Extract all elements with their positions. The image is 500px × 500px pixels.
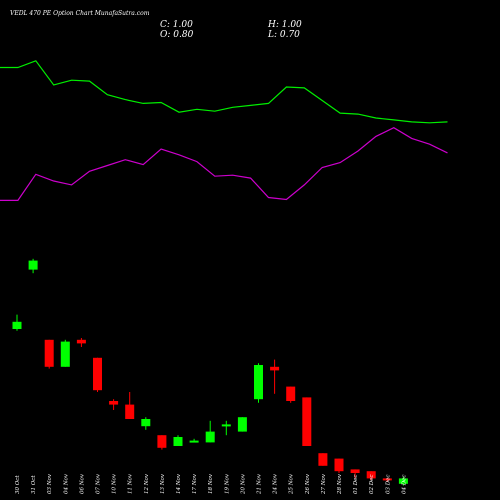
candle <box>189 438 199 443</box>
x-tick-label: 21 Nov <box>257 473 263 495</box>
x-tick-label: 11 Nov <box>128 473 134 494</box>
x-tick-label: 17 Nov <box>192 473 198 494</box>
indicator-lines <box>0 60 448 201</box>
x-tick-label: 25 Nov <box>289 473 295 495</box>
candle <box>350 469 360 479</box>
candle <box>221 420 231 436</box>
candle-body <box>334 458 344 472</box>
x-tick-label: 19 Nov <box>224 473 230 494</box>
candle <box>44 339 54 369</box>
candle <box>109 399 119 410</box>
x-tick-label: 14 Nov <box>176 473 182 494</box>
candle <box>334 458 344 473</box>
green-line <box>0 60 448 124</box>
candle <box>76 338 86 347</box>
candle <box>28 258 38 274</box>
x-tick-label: 01 Dec <box>353 475 359 495</box>
x-tick-label: 20 Nov <box>240 473 246 495</box>
candle <box>237 417 247 432</box>
x-tick-label: 04 Dec <box>401 475 407 495</box>
candle <box>270 359 280 394</box>
x-axis-ticks: 30 Oct 31 Oct 03 Nov 04 Nov 06 Nov 07 Nov 10 N… <box>15 473 407 495</box>
candle-body <box>109 401 119 405</box>
candle-body <box>44 339 54 367</box>
candle <box>398 476 408 486</box>
candle-body <box>93 357 102 391</box>
candle-body <box>141 419 151 427</box>
candle-body <box>189 440 199 443</box>
x-tick-label: 12 Nov <box>144 473 150 494</box>
candle-body <box>76 339 86 344</box>
candle-body <box>398 478 408 484</box>
candle-body <box>60 341 70 367</box>
candle-body <box>366 471 376 479</box>
open-value: O: 0.80 <box>160 30 194 40</box>
candle-body <box>205 431 215 443</box>
candle-body <box>221 424 231 427</box>
x-tick-label: 13 Nov <box>160 473 166 494</box>
candle <box>60 339 70 367</box>
candle-body <box>173 437 183 446</box>
close-value: C: 1.00 <box>160 20 193 30</box>
candle-body <box>254 365 263 400</box>
candle-body <box>318 453 328 466</box>
x-tick-label: 26 Nov <box>305 473 311 495</box>
candle <box>382 478 392 482</box>
x-tick-label: 02 Dec <box>369 475 375 495</box>
candle-body <box>302 397 312 446</box>
candle-body <box>237 417 247 432</box>
candle <box>93 357 102 392</box>
x-tick-label: 24 Nov <box>273 473 279 495</box>
candle <box>125 392 135 419</box>
candle-body <box>286 386 296 401</box>
x-tick-label: 28 Nov <box>337 473 343 495</box>
candle-body <box>12 321 22 329</box>
x-tick-label: 10 Nov <box>112 473 118 494</box>
candle <box>173 435 183 446</box>
candle <box>286 386 296 403</box>
candle <box>302 397 312 446</box>
x-tick-label: 03 Nov <box>47 473 53 494</box>
candle <box>157 435 167 450</box>
candle-body <box>125 404 135 419</box>
candle <box>254 363 263 403</box>
candle <box>366 471 376 481</box>
candle-body <box>28 260 38 270</box>
candle <box>12 314 22 331</box>
x-tick-label: 30 Oct <box>15 475 21 494</box>
candle-body <box>270 366 280 371</box>
x-tick-label: 18 Nov <box>208 473 214 494</box>
candle-body <box>350 469 360 473</box>
x-tick-label: 27 Nov <box>321 473 327 495</box>
magenta-line <box>0 127 448 201</box>
x-tick-label: 07 Nov <box>96 473 102 494</box>
x-tick-label: 04 Nov <box>63 473 69 494</box>
low-value: L: 0.70 <box>267 30 300 40</box>
candle-body <box>157 435 167 448</box>
high-value: H: 1.00 <box>267 20 302 30</box>
x-tick-label: 31 Oct <box>31 475 37 494</box>
candle <box>141 417 151 430</box>
x-tick-label: 06 Nov <box>79 473 85 494</box>
chart-title: VEDL 470 PE Option Chart MunafaSutra.com <box>10 10 150 17</box>
x-tick-label: 03 Dec <box>385 475 391 495</box>
candle <box>205 420 215 443</box>
candle <box>318 453 328 466</box>
candles <box>12 258 408 486</box>
candle-body <box>382 478 392 481</box>
